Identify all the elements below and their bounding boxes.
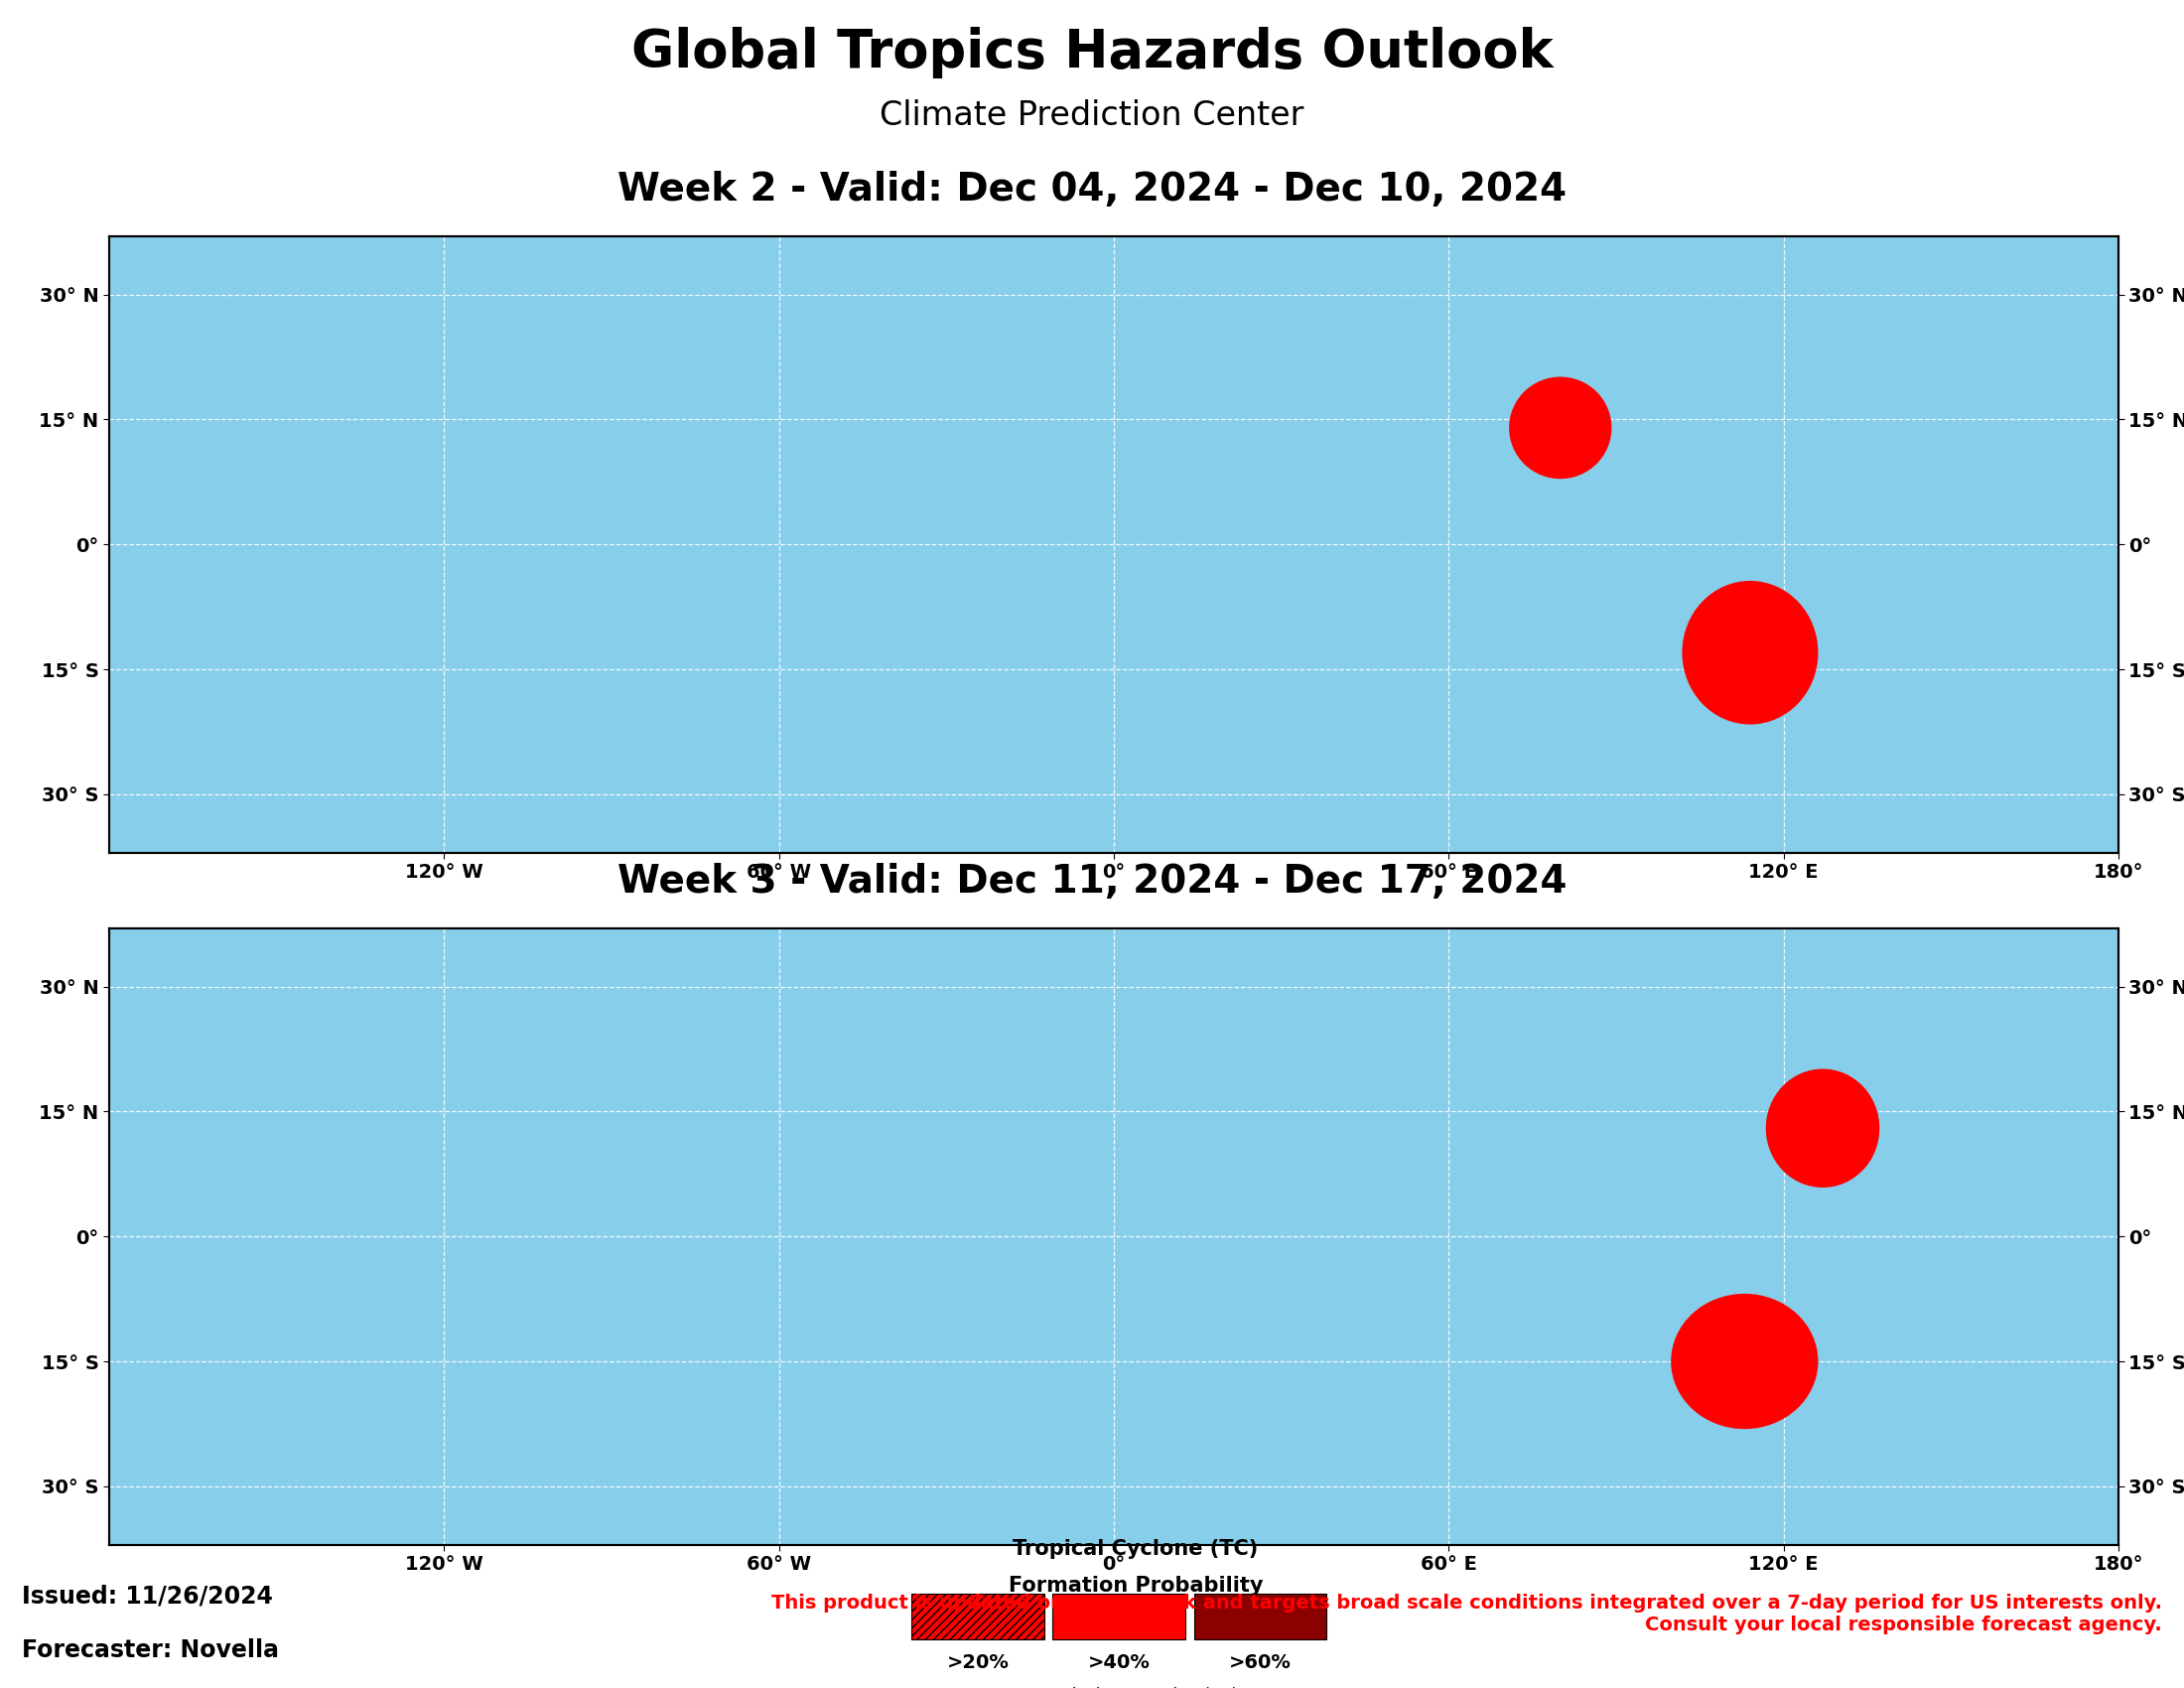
Ellipse shape (1673, 1295, 1817, 1428)
Text: Week 3 - Valid: Dec 11, 2024 - Dec 17, 2024: Week 3 - Valid: Dec 11, 2024 - Dec 17, 2… (618, 863, 1566, 901)
Text: Tropical Cyclone (TC): Tropical Cyclone (TC) (1013, 1539, 1258, 1558)
Text: >20%: >20% (948, 1654, 1009, 1673)
Text: Week 2 - Valid: Dec 04, 2024 - Dec 10, 2024: Week 2 - Valid: Dec 04, 2024 - Dec 10, 2… (618, 170, 1566, 209)
Text: Global Tropics Hazards Outlook: Global Tropics Hazards Outlook (631, 27, 1553, 78)
Text: Issued: 11/26/2024: Issued: 11/26/2024 (22, 1583, 273, 1609)
Text: Forecaster: Novella: Forecaster: Novella (22, 1639, 280, 1663)
Text: Climate Prediction Center: Climate Prediction Center (880, 100, 1304, 132)
Ellipse shape (1684, 582, 1817, 724)
Text: >40%: >40% (1088, 1654, 1151, 1673)
FancyBboxPatch shape (911, 1593, 1044, 1639)
FancyBboxPatch shape (1195, 1593, 1326, 1639)
Text: This product is updated once per week and targets broad scale conditions integra: This product is updated once per week an… (771, 1593, 2162, 1634)
Ellipse shape (1509, 378, 1610, 478)
Text: Formation Probability: Formation Probability (1009, 1577, 1262, 1597)
Text: >60%: >60% (1230, 1654, 1291, 1673)
FancyBboxPatch shape (1053, 1593, 1186, 1639)
Ellipse shape (1767, 1070, 1878, 1187)
